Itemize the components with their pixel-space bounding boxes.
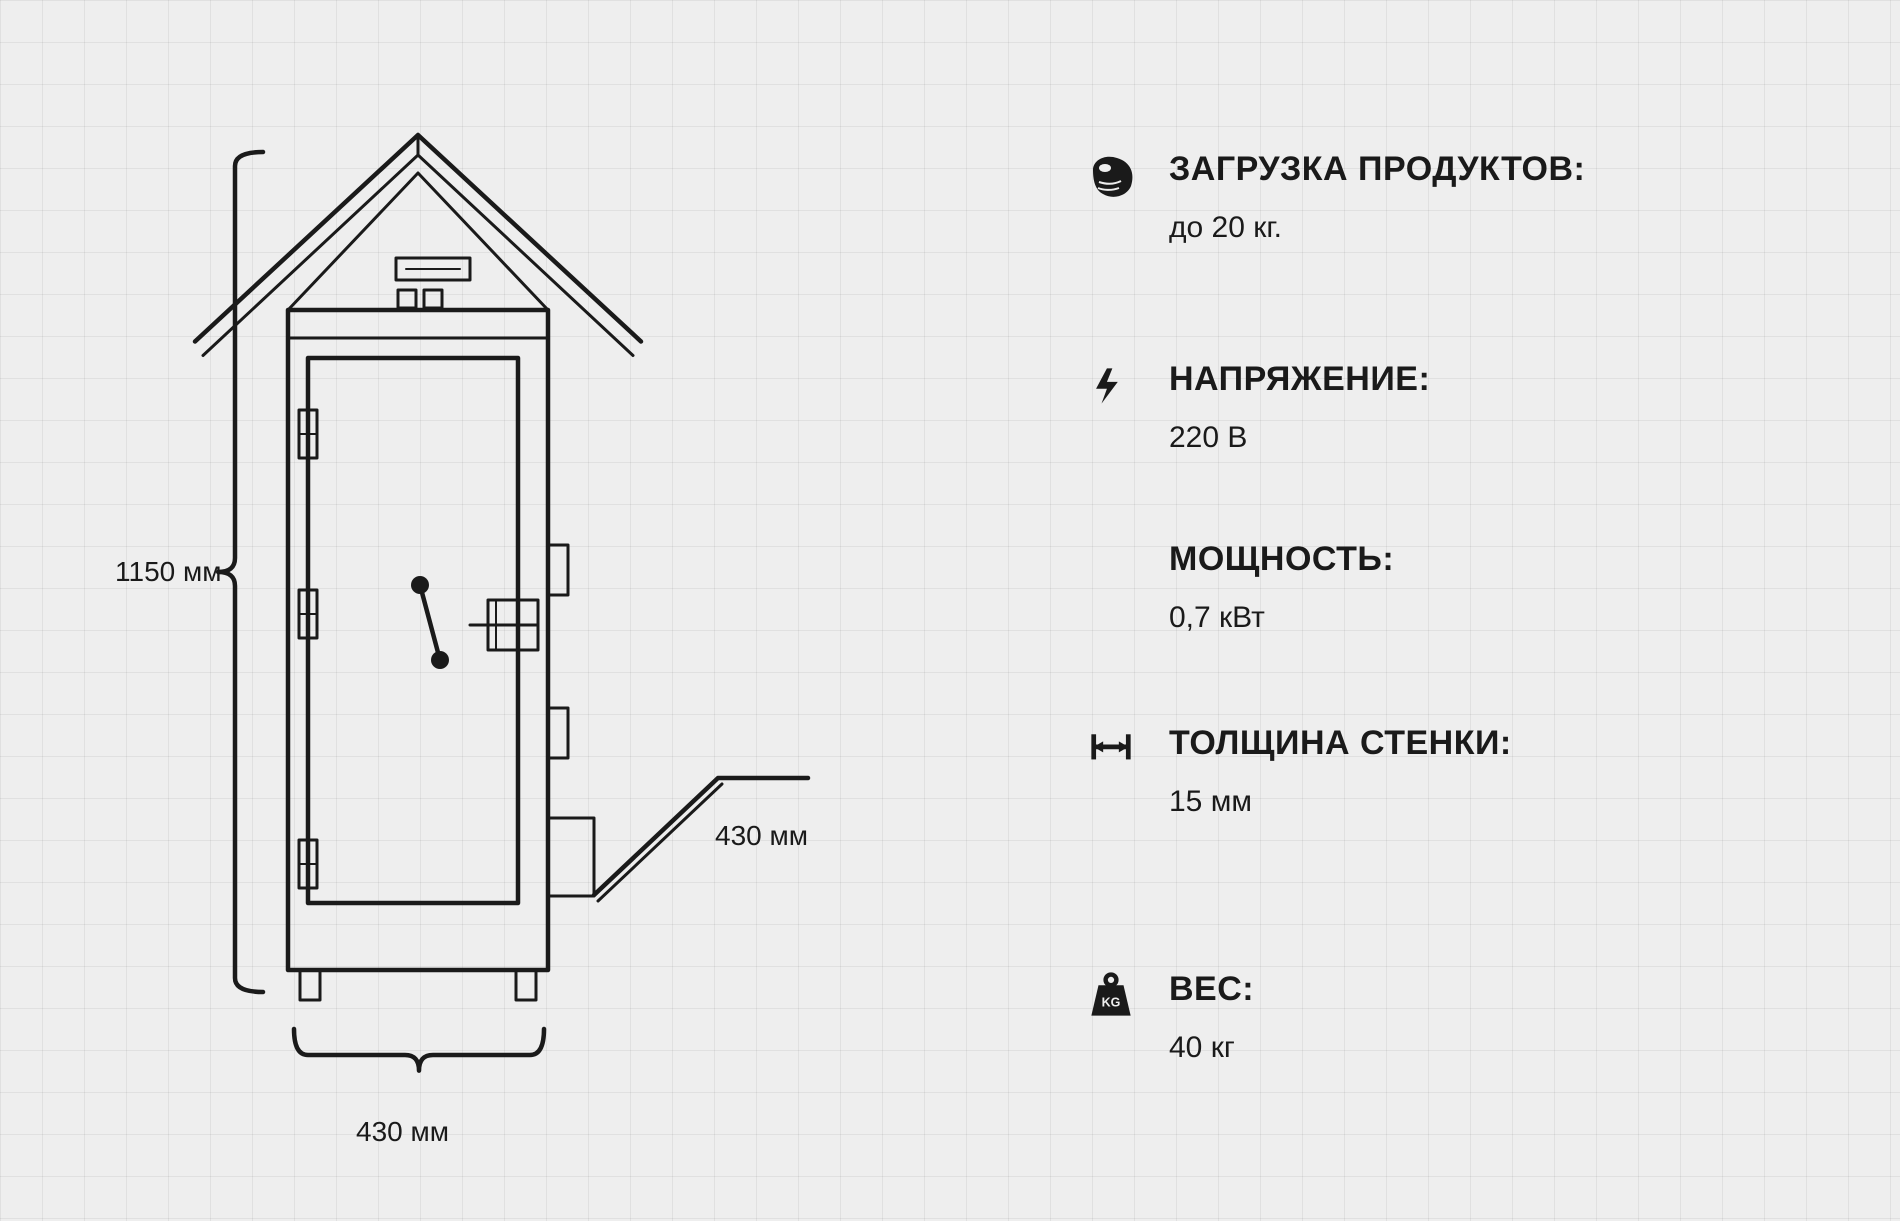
bolt-icon: [1083, 358, 1139, 414]
dim-depth-label: 430 мм: [715, 820, 808, 852]
spec-weight: KG Вес: 40 кг: [1083, 968, 1254, 1065]
spec-power-label: Мощность:: [1169, 540, 1394, 579]
meat-icon: [1083, 148, 1139, 204]
spec-thickness-label: Толщина стенки:: [1169, 724, 1512, 763]
dim-width-label: 430 мм: [356, 1116, 449, 1148]
infographic-canvas: 1150 мм 430 мм 430 мм Загрузка продуктов…: [0, 0, 1900, 1221]
smoker-drawing: [0, 0, 1900, 1221]
weight-icon: KG: [1083, 968, 1139, 1024]
thickness-icon: [1083, 722, 1139, 778]
spec-power: Мощность: 0,7 кВт: [1083, 538, 1394, 635]
spec-voltage-label: Напряжение:: [1169, 360, 1430, 399]
spec-voltage: Напряжение: 220 В: [1083, 358, 1430, 455]
spec-thickness: Толщина стенки: 15 мм: [1083, 722, 1512, 819]
spec-voltage-value: 220 В: [1169, 421, 1430, 455]
spec-weight-value: 40 кг: [1169, 1031, 1254, 1065]
spec-weight-label: Вес:: [1169, 970, 1254, 1009]
svg-text:KG: KG: [1102, 996, 1121, 1010]
dim-height-label: 1150 мм: [115, 556, 222, 588]
spec-power-value: 0,7 кВт: [1169, 601, 1394, 635]
spec-load-label: Загрузка продуктов:: [1169, 150, 1585, 189]
spec-thickness-value: 15 мм: [1169, 785, 1512, 819]
spec-load-value: до 20 кг.: [1169, 211, 1585, 245]
spacer-icon: [1083, 538, 1139, 594]
spec-load: Загрузка продуктов: до 20 кг.: [1083, 148, 1585, 245]
